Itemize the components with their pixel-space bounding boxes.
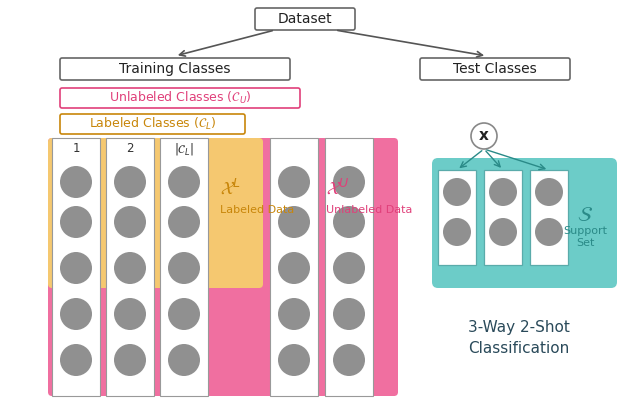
Circle shape [168, 166, 200, 198]
Circle shape [60, 206, 92, 238]
FancyBboxPatch shape [60, 88, 300, 108]
Circle shape [114, 344, 146, 376]
Circle shape [60, 252, 92, 284]
Circle shape [333, 166, 365, 198]
Bar [530, 170, 568, 265]
Circle shape [278, 298, 310, 330]
Circle shape [333, 252, 365, 284]
Bar [325, 138, 373, 396]
Circle shape [333, 206, 365, 238]
FancyBboxPatch shape [60, 114, 245, 134]
Circle shape [278, 252, 310, 284]
Bar [52, 138, 100, 396]
Circle shape [114, 166, 146, 198]
Circle shape [489, 178, 517, 206]
Bar [438, 170, 476, 265]
Circle shape [168, 344, 200, 376]
Bar [270, 138, 318, 396]
Text: Unlabeled Data: Unlabeled Data [326, 205, 412, 215]
FancyBboxPatch shape [48, 138, 398, 396]
Circle shape [489, 218, 517, 246]
Circle shape [60, 166, 92, 198]
Circle shape [168, 298, 200, 330]
Text: Labeled Classes ($\mathcal{C}_L$): Labeled Classes ($\mathcal{C}_L$) [89, 116, 216, 132]
Text: Support
Set: Support Set [563, 226, 607, 248]
Circle shape [535, 178, 563, 206]
Circle shape [60, 344, 92, 376]
FancyBboxPatch shape [255, 8, 355, 30]
FancyBboxPatch shape [432, 158, 617, 288]
Circle shape [471, 123, 497, 149]
Circle shape [443, 218, 471, 246]
Circle shape [114, 252, 146, 284]
Bar [484, 170, 522, 265]
Circle shape [60, 298, 92, 330]
FancyBboxPatch shape [420, 58, 570, 80]
Circle shape [535, 218, 563, 246]
Circle shape [278, 344, 310, 376]
Circle shape [168, 206, 200, 238]
Circle shape [278, 166, 310, 198]
Text: $|\mathcal{C}_L|$: $|\mathcal{C}_L|$ [174, 141, 194, 157]
Text: Test Classes: Test Classes [453, 62, 537, 76]
Circle shape [168, 252, 200, 284]
Bar [160, 138, 208, 396]
Text: $\mathcal{S}$: $\mathcal{S}$ [577, 205, 593, 225]
Bar [106, 138, 154, 396]
Text: Training Classes: Training Classes [119, 62, 231, 76]
Text: Labeled Data: Labeled Data [220, 205, 294, 215]
Circle shape [333, 298, 365, 330]
Text: $\mathcal{X}^U$: $\mathcal{X}^U$ [326, 178, 349, 198]
Text: Unlabeled Classes ($\mathcal{C}_U$): Unlabeled Classes ($\mathcal{C}_U$) [109, 90, 252, 106]
Circle shape [443, 178, 471, 206]
Text: 3-Way 2-Shot
Classification: 3-Way 2-Shot Classification [468, 320, 570, 356]
Circle shape [114, 298, 146, 330]
Text: Dataset: Dataset [278, 12, 332, 26]
Text: 1: 1 [72, 143, 80, 156]
FancyBboxPatch shape [48, 138, 263, 288]
FancyBboxPatch shape [60, 58, 290, 80]
Circle shape [278, 206, 310, 238]
Text: $\mathcal{X}^L$: $\mathcal{X}^L$ [220, 178, 241, 198]
Circle shape [333, 344, 365, 376]
Text: 2: 2 [126, 143, 134, 156]
Text: x: x [479, 129, 489, 144]
Circle shape [114, 206, 146, 238]
